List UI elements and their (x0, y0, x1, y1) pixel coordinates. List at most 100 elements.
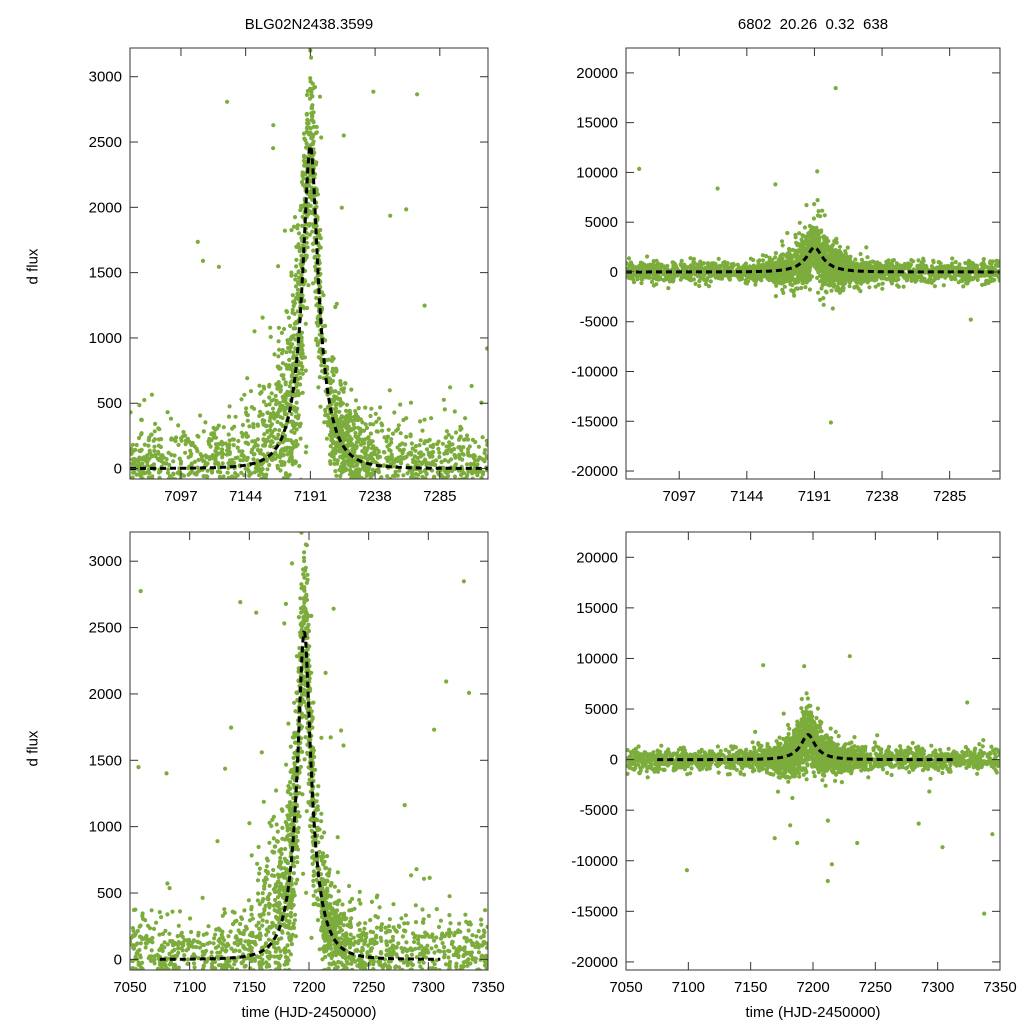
data-point (397, 448, 403, 453)
data-point (136, 435, 142, 441)
data-point (880, 286, 885, 291)
data-point (780, 287, 785, 292)
data-point (373, 452, 378, 457)
data-point (285, 475, 290, 479)
data-point (158, 444, 163, 450)
data-point (470, 496, 474, 500)
data-point (261, 438, 266, 443)
data-point (339, 482, 343, 486)
data-point (420, 474, 425, 479)
data-point (821, 296, 826, 301)
data-point (294, 264, 299, 269)
data-point (180, 507, 184, 511)
data-point (221, 505, 225, 509)
data-point (264, 502, 268, 506)
data-point (272, 427, 278, 432)
data-point (278, 450, 283, 455)
data-point (168, 416, 174, 421)
data-point (333, 414, 339, 419)
data-point (393, 469, 398, 474)
data-point (290, 462, 295, 467)
data-point (812, 229, 818, 235)
data-point (291, 350, 296, 355)
data-point (812, 202, 817, 207)
data-point (323, 323, 328, 328)
data-point (366, 445, 371, 450)
data-point (293, 284, 299, 289)
data-point (398, 459, 403, 464)
data-point (666, 286, 671, 291)
data-point (144, 505, 148, 509)
data-point (314, 338, 319, 343)
data-point (828, 275, 833, 281)
data-point (188, 448, 193, 453)
data-point (210, 502, 214, 506)
data-point (815, 198, 820, 203)
data-point (626, 266, 630, 271)
data-point (261, 420, 266, 425)
data-point (453, 511, 457, 515)
data-point (864, 245, 869, 250)
y-tick-label: 1500 (89, 265, 122, 282)
data-point (466, 437, 471, 442)
data-point (300, 173, 305, 178)
data-point (298, 375, 303, 381)
data-point (137, 448, 142, 453)
data-point (333, 366, 339, 371)
data-point (652, 269, 657, 274)
data-point (726, 265, 731, 270)
data-point (289, 448, 294, 453)
data-point (761, 258, 766, 263)
data-point (289, 451, 294, 456)
data-point (266, 488, 270, 492)
data-point (205, 468, 210, 473)
y-tick-label: 2000 (89, 199, 122, 216)
data-point (270, 505, 274, 509)
data-point (273, 450, 278, 455)
data-point (335, 488, 339, 492)
data-point (779, 252, 784, 257)
data-point (332, 433, 337, 438)
data-point (251, 422, 256, 427)
data-point (219, 495, 223, 499)
data-point (222, 480, 226, 484)
data-point (649, 279, 655, 284)
data-point (267, 522, 271, 526)
data-point (265, 491, 269, 495)
data-point (192, 459, 197, 464)
data-point (398, 402, 403, 407)
data-point (447, 481, 451, 485)
data-point (176, 442, 181, 447)
data-point (135, 467, 141, 472)
data-point (305, 305, 310, 311)
data-point (889, 281, 895, 286)
data-point (298, 208, 303, 213)
data-point (390, 431, 396, 436)
data-point (329, 434, 334, 440)
data-point (295, 226, 300, 231)
data-point (981, 257, 986, 262)
data-point (132, 459, 137, 464)
data-point (484, 493, 488, 497)
data-point (705, 261, 710, 266)
data-point (460, 490, 464, 494)
data-point (280, 431, 286, 436)
data-point (130, 442, 135, 447)
data-point (485, 442, 488, 447)
data-point (241, 483, 245, 487)
data-point (262, 386, 267, 391)
data-point (254, 519, 258, 523)
data-point (667, 279, 673, 284)
data-point (189, 451, 194, 457)
data-point (828, 420, 834, 425)
data-point (931, 278, 936, 283)
data-point (464, 433, 470, 438)
data-point (155, 489, 159, 493)
data-point (281, 482, 285, 486)
data-point (332, 483, 336, 487)
data-point (304, 141, 309, 146)
data-point (446, 432, 451, 437)
data-point (280, 497, 284, 501)
